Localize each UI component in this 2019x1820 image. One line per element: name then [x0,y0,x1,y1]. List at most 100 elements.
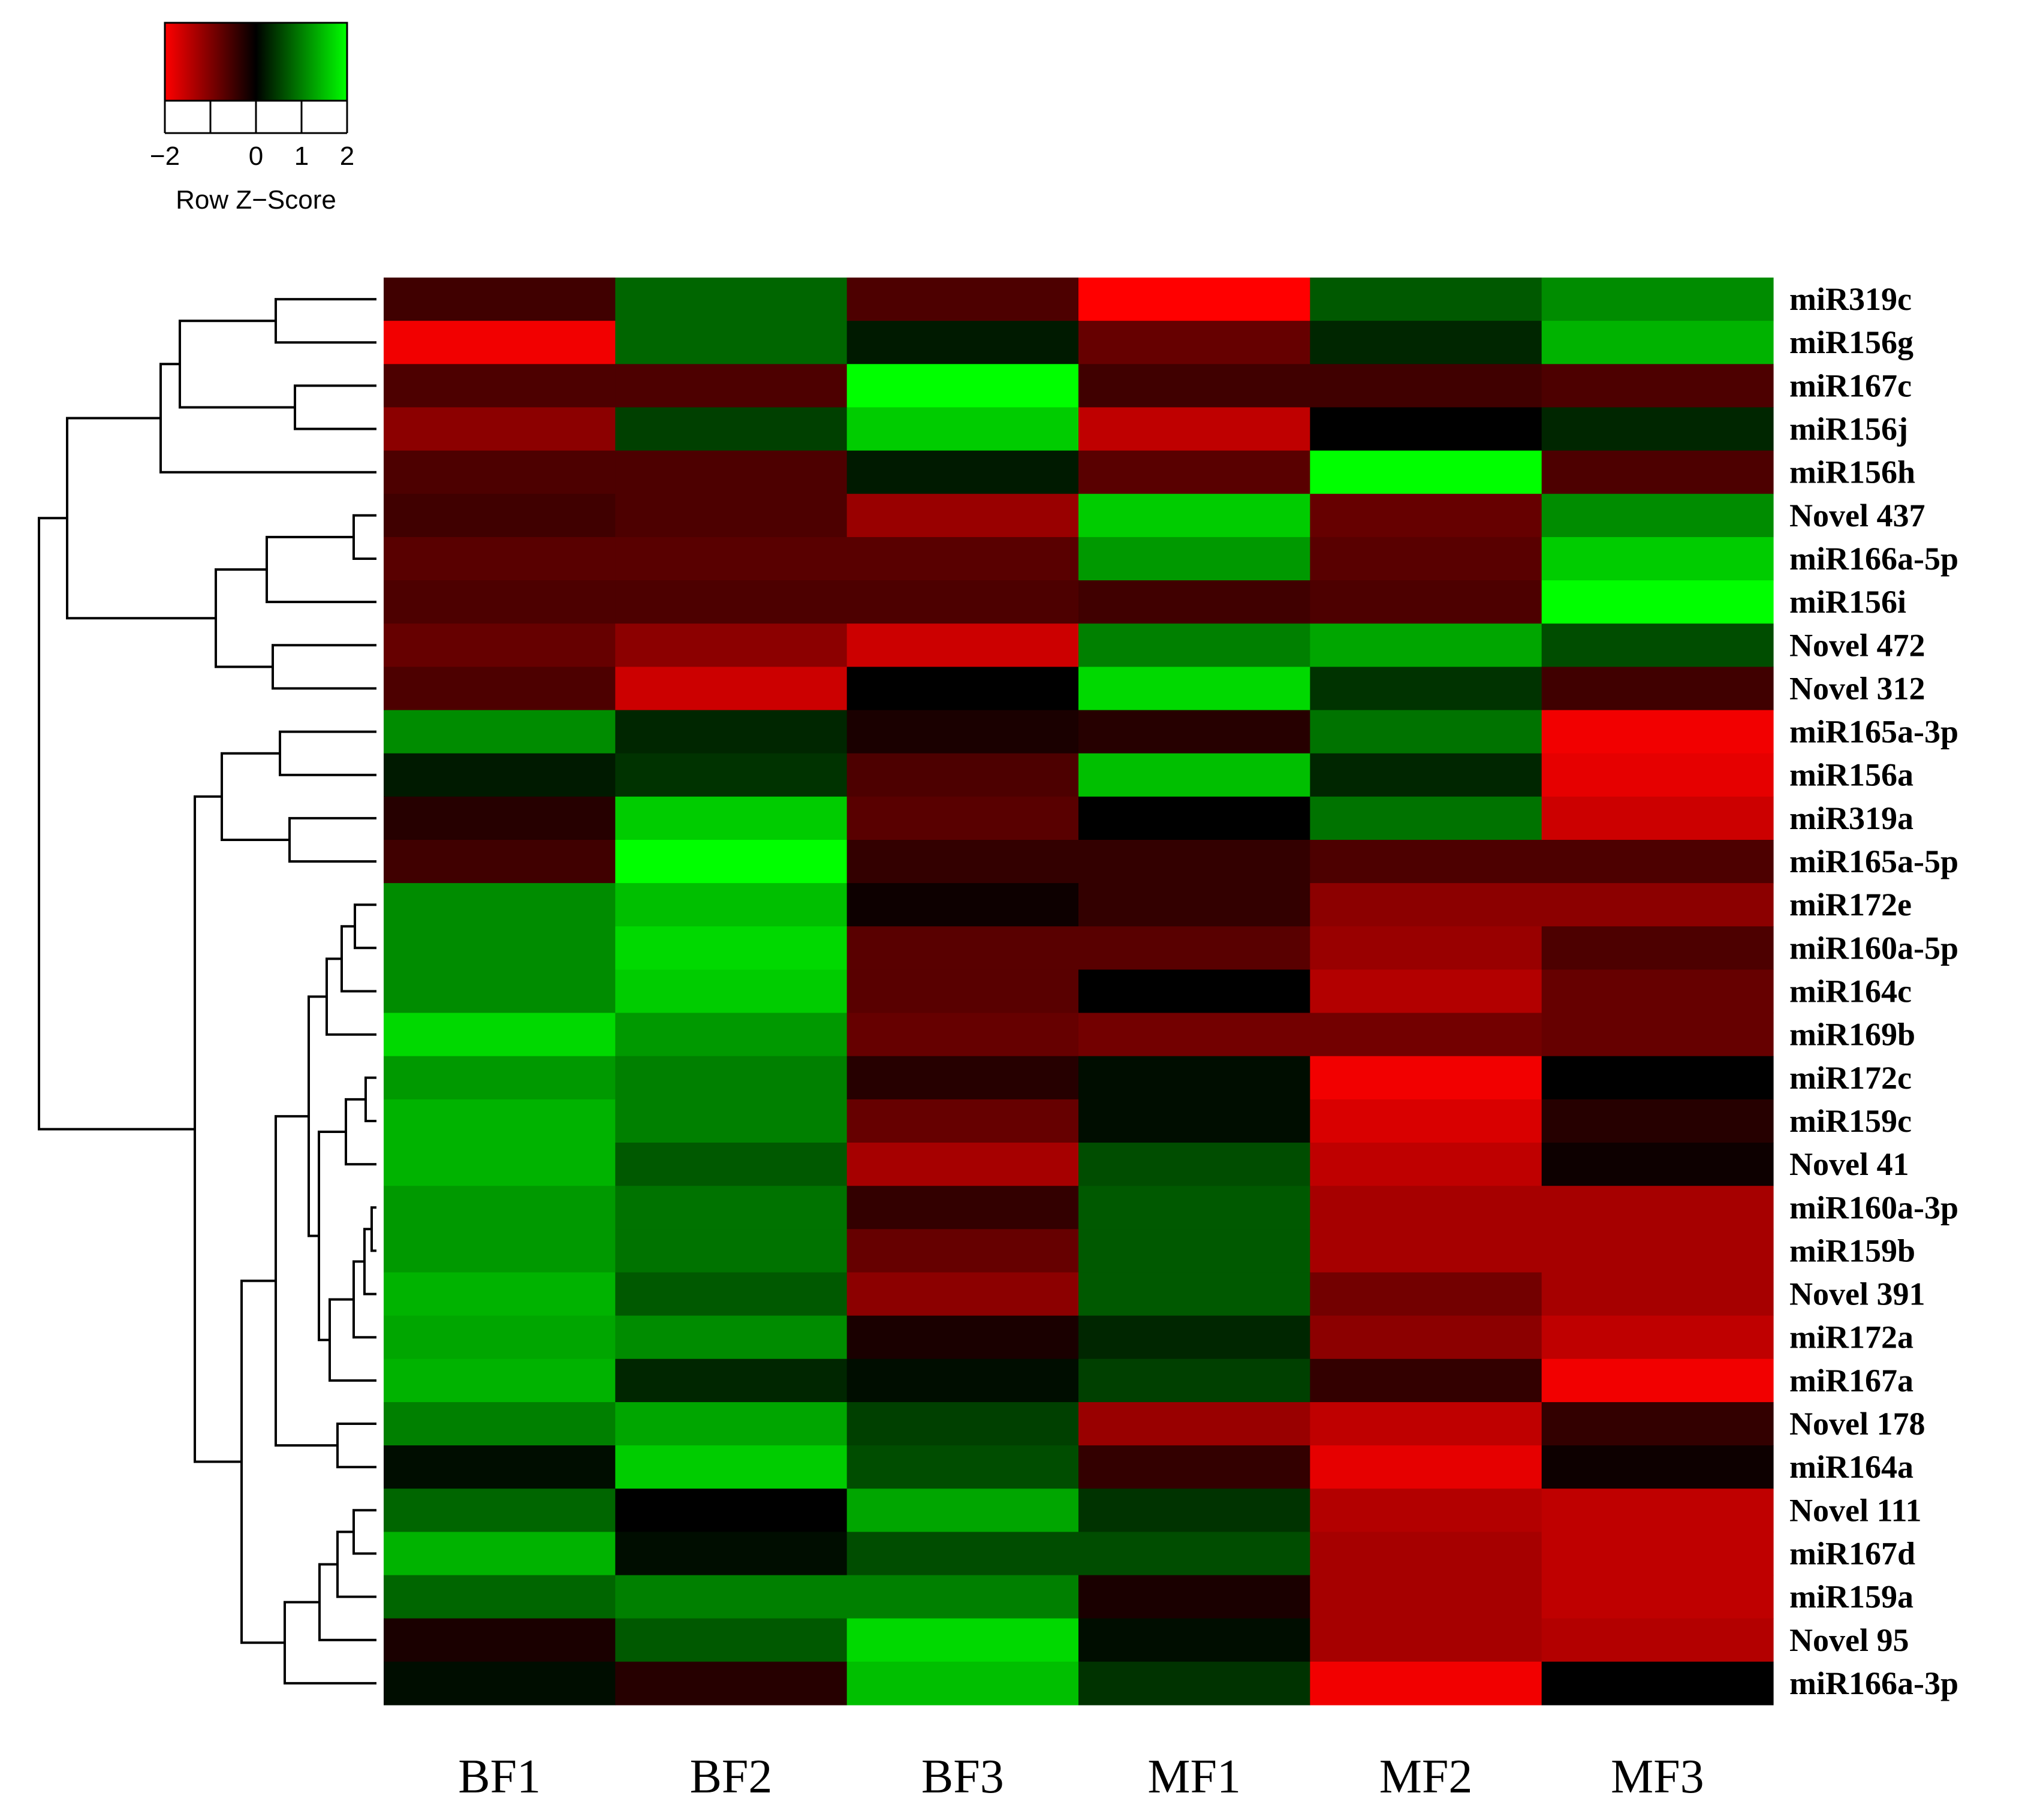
heatmap-cell [615,1013,848,1057]
row-labels: miR319c miR156g miR167c miR156j miR156h Novel… [1789,281,1958,1701]
dendrogram-branch [284,1601,376,1685]
row-label: miR172e [1789,887,1912,923]
dendrogram-branch [288,816,376,863]
heatmap-cell [1541,1229,1774,1273]
row-label: miR156g [1789,324,1913,360]
dendrogram-branch [354,903,376,950]
heatmap-cell [384,1272,616,1316]
heatmap-cell [1310,450,1542,495]
heatmap-cell [1078,1099,1310,1143]
heatmap-cell [1310,321,1542,364]
heatmap-cell [1310,710,1542,754]
heatmap-cell [1078,1618,1310,1662]
heatmap-cell [384,969,616,1014]
heatmap-cell [384,1056,616,1100]
heatmap-cell [846,926,1079,971]
heatmap-cell [1541,796,1774,840]
heatmap-cell [1078,1661,1310,1706]
heatmap-cell [1310,1186,1542,1230]
row-label: Novel 312 [1789,670,1925,706]
heatmap-cell [1310,623,1542,667]
heatmap-cell [1541,1272,1774,1316]
dendrogram-branch [266,535,376,604]
row-label: miR159b [1789,1233,1915,1268]
column-labels: BF1 BF2 BF3 MF1 MF2 MF3 [458,1750,1704,1803]
heatmap-cell [1078,623,1310,667]
heatmap-cell [615,1358,848,1403]
heatmap-cell [615,1445,848,1489]
heatmap-cell [1310,753,1542,797]
heatmap-cell [1078,883,1310,927]
dendrogram-branch [179,320,295,409]
heatmap-cell [846,623,1079,667]
heatmap-cell [615,1618,848,1662]
row-label: Novel 178 [1789,1406,1925,1442]
heatmap-cell [846,1099,1079,1143]
heatmap-cell [615,623,848,667]
heatmap-cell [384,1315,616,1360]
heatmap-cell [1310,667,1542,711]
heatmap-cell [1078,1229,1310,1273]
row-label: miR156a [1789,757,1913,793]
heatmap-cell [1310,407,1542,451]
heatmap-cell [384,839,616,884]
row-label: Novel 472 [1789,627,1925,663]
heatmap-cell [615,1272,848,1316]
heatmap-cell [1310,364,1542,408]
heatmap-cell [1310,1229,1542,1273]
row-label: miR164a [1789,1449,1913,1485]
heatmap-cell [384,278,616,321]
heatmap-cell [846,1186,1079,1230]
heatmap-cell [615,364,848,408]
dendrogram-branch [294,384,376,430]
heatmap-cell [846,1315,1079,1360]
row-label: miR172c [1789,1060,1912,1096]
dendrogram-branch [272,644,376,690]
row-label: miR319a [1789,800,1913,836]
heatmap-cell [1310,493,1542,538]
heatmap-cell [1541,321,1774,364]
dendrogram-branch [275,1115,337,1447]
heatmap-cell [1541,1013,1774,1057]
heatmap-cell [615,969,848,1014]
heatmap-cell [846,1532,1079,1576]
heatmap-cell [1541,407,1774,451]
heatmap-cell [615,667,848,711]
row-dendrogram [38,298,376,1685]
heatmap-cell [846,1013,1079,1057]
heatmap-cell [846,1229,1079,1273]
heatmap-cell [1078,1532,1310,1576]
heatmap-cell [1078,969,1310,1014]
heatmap-cell [1078,1186,1310,1230]
heatmap-cell [1078,1272,1310,1316]
heatmap-cell [1541,580,1774,624]
color-key-tick-label: 1 [294,141,309,171]
heatmap-cell [1541,1099,1774,1143]
heatmap-cell [846,1445,1079,1489]
heatmap-cell [615,1056,848,1100]
dendrogram-branch [318,1131,346,1342]
heatmap-cell [384,450,616,495]
heatmap-cell [615,537,848,581]
heatmap-cell [384,1532,616,1576]
heatmap-cell [846,493,1079,538]
row-label: miR167a [1789,1363,1913,1399]
heatmap-cell [1310,1445,1542,1489]
heatmap-cell [384,1618,616,1662]
heatmap-cell [1078,364,1310,408]
row-label: miR167c [1789,367,1912,403]
dendrogram-branch [370,1206,376,1252]
row-label: miR160a-3p [1789,1189,1958,1225]
heatmap-cell [1078,1575,1310,1619]
heatmap-cell [1078,1013,1310,1057]
heatmap-cell [1310,1272,1542,1316]
heatmap-cell [846,753,1079,797]
heatmap-cell [1541,969,1774,1014]
heatmap-cell [1541,1358,1774,1403]
row-label: miR319c [1789,281,1912,317]
heatmap-cell [615,796,848,840]
heatmap-cell [1078,667,1310,711]
heatmap-cell [1541,623,1774,667]
row-label: miR164c [1789,974,1912,1010]
heatmap-cell [1310,1488,1542,1532]
